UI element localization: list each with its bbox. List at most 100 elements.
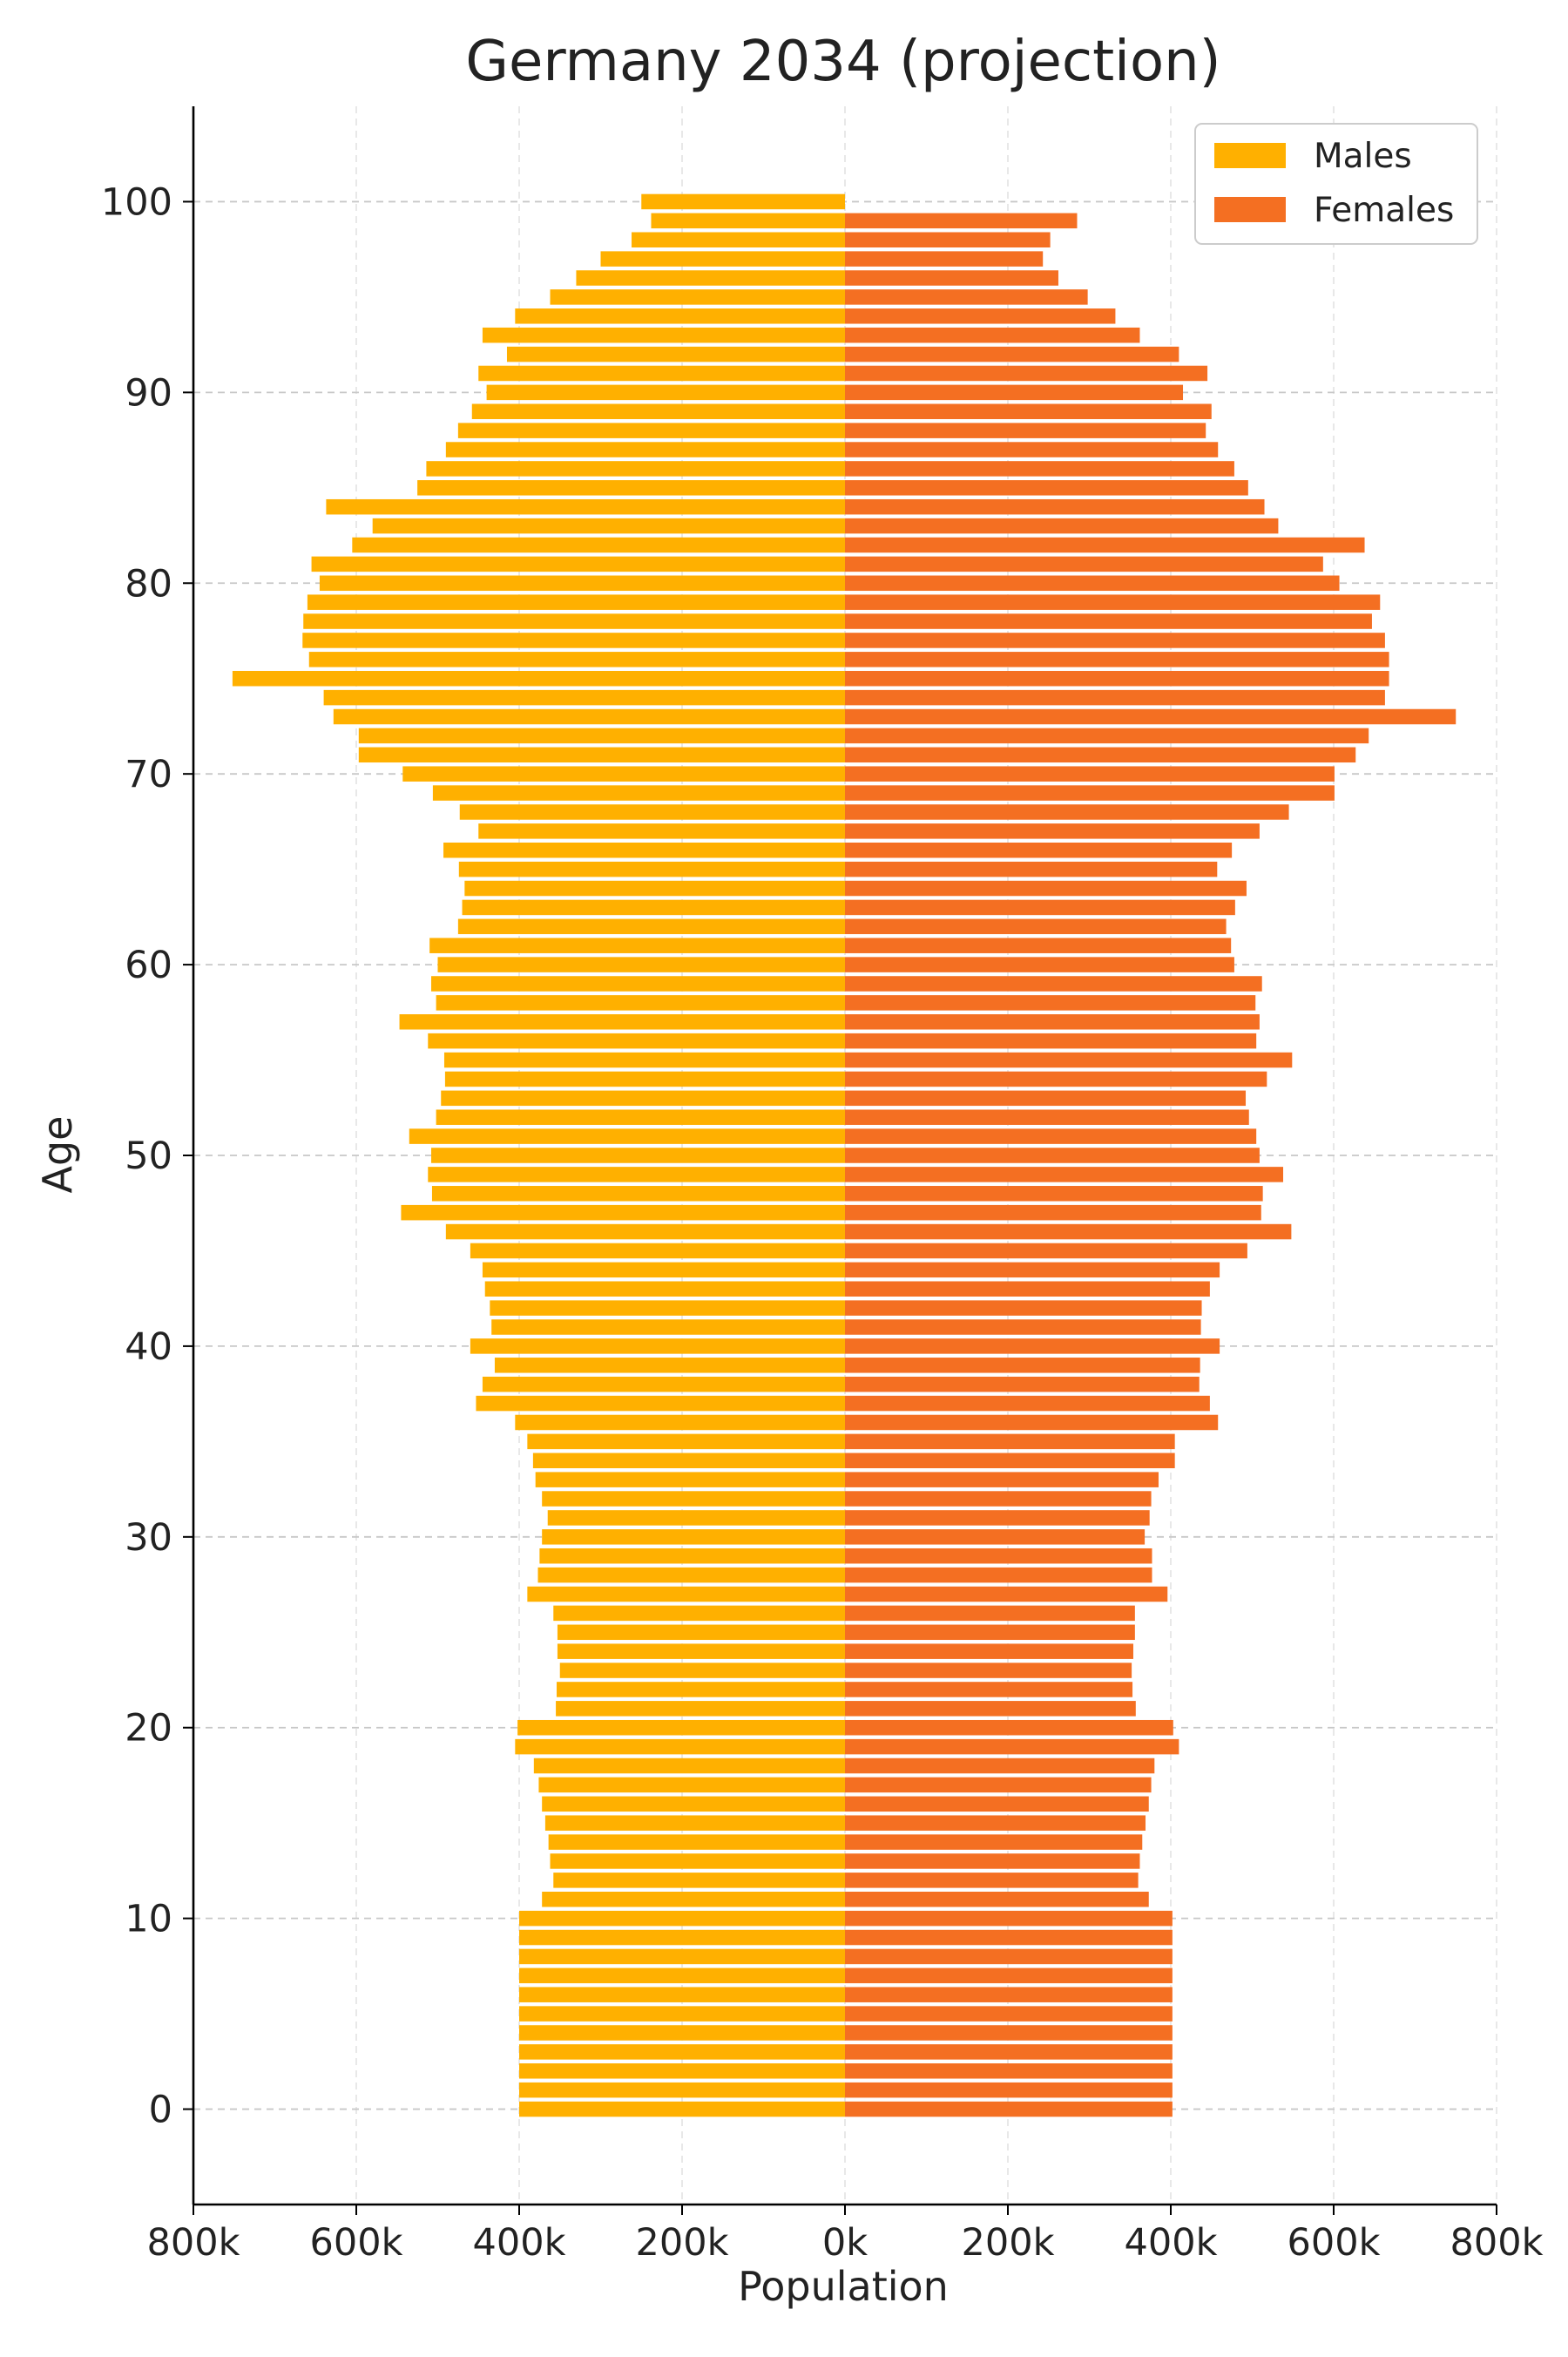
y-tick-label: 60: [125, 944, 172, 987]
bar-females-age-16: [845, 1796, 1149, 1812]
y-tick-label: 0: [149, 2089, 172, 2132]
bar-females-age-9: [845, 1929, 1173, 1946]
bar-males-age-86: [426, 461, 845, 477]
y-tick-label: 10: [125, 1898, 172, 1941]
bar-males-age-62: [457, 918, 845, 935]
bar-males-age-65: [458, 861, 845, 877]
bar-males-age-78: [303, 613, 846, 629]
bar-females-age-30: [845, 1529, 1146, 1545]
bar-males-age-36: [515, 1414, 845, 1431]
bar-males-age-88: [457, 423, 845, 438]
bar-males-age-47: [401, 1204, 845, 1221]
bar-males-age-94: [515, 308, 845, 324]
bar-males-age-35: [527, 1433, 845, 1450]
bar-males-age-92: [506, 346, 845, 362]
bar-males-age-82: [352, 537, 845, 553]
bar-females-age-75: [845, 670, 1389, 687]
bar-females-age-92: [845, 346, 1179, 362]
bar-males-age-50: [431, 1148, 845, 1163]
bar-males-age-23: [559, 1663, 845, 1678]
bar-males-age-85: [417, 480, 845, 496]
bar-males-age-53: [441, 1090, 845, 1107]
bar-females-age-2: [845, 2063, 1173, 2079]
bar-males-age-56: [428, 1033, 845, 1049]
bar-females-age-0: [845, 2101, 1173, 2117]
bar-females-age-59: [845, 976, 1262, 992]
bar-females-age-64: [845, 880, 1247, 897]
bar-females-age-89: [845, 403, 1212, 420]
bar-females-age-23: [845, 1663, 1132, 1678]
bar-females-age-51: [845, 1128, 1257, 1144]
bar-females-age-4: [845, 2025, 1173, 2041]
tick-labels: 800k 600k 400k 200k 0k 200k 400k 600k 800k 0 10 20 3…: [101, 180, 1544, 2265]
bar-males-age-83: [372, 518, 845, 534]
bar-males-age-71: [358, 747, 845, 763]
bar-females-age-68: [845, 804, 1289, 820]
bar-males-age-63: [462, 899, 845, 916]
bar-females-age-22: [845, 1682, 1133, 1697]
bar-males-age-14: [548, 1834, 845, 1850]
bar-females-age-39: [845, 1358, 1200, 1373]
legend-swatch-males: [1214, 143, 1286, 168]
bar-females-age-66: [845, 842, 1233, 858]
bar-males-age-79: [307, 594, 845, 610]
bar-males-age-77: [302, 633, 845, 648]
bar-males-age-66: [443, 842, 845, 858]
legend-label-males: Males: [1314, 137, 1412, 176]
y-tick-label: 100: [101, 180, 172, 224]
bar-males-age-67: [478, 823, 845, 839]
bar-males-age-99: [651, 213, 845, 229]
bar-females-age-98: [845, 232, 1051, 247]
bar-females-age-60: [845, 957, 1234, 972]
bar-females-age-54: [845, 1071, 1267, 1087]
bar-males-age-28: [537, 1567, 845, 1583]
bar-females-age-14: [845, 1834, 1143, 1850]
bar-females-age-83: [845, 518, 1279, 534]
bar-females-age-43: [845, 1281, 1210, 1297]
bar-females-age-6: [845, 1987, 1173, 2002]
legend: Males Females: [1194, 123, 1478, 245]
bar-females-age-31: [845, 1510, 1150, 1526]
bar-males-age-64: [464, 880, 845, 897]
bars: [232, 193, 1456, 2117]
bar-males-age-54: [444, 1071, 845, 1087]
bar-females-age-86: [845, 461, 1234, 477]
bar-females-age-65: [845, 861, 1218, 877]
bar-females-age-63: [845, 899, 1235, 916]
bar-males-age-0: [519, 2101, 845, 2117]
bar-females-age-33: [845, 1472, 1159, 1487]
bar-males-age-7: [519, 1968, 845, 1984]
bar-males-age-9: [519, 1929, 845, 1946]
bar-males-age-13: [550, 1853, 845, 1869]
bar-females-age-26: [845, 1605, 1135, 1622]
bar-males-age-6: [519, 1987, 845, 2002]
bar-females-age-72: [845, 728, 1369, 744]
bar-males-age-58: [436, 995, 845, 1011]
bar-females-age-74: [845, 689, 1385, 706]
bar-females-age-80: [845, 575, 1340, 592]
bar-females-age-25: [845, 1624, 1135, 1641]
bar-males-age-48: [431, 1186, 845, 1202]
bar-females-age-5: [845, 2006, 1173, 2022]
y-tick-label: 50: [125, 1134, 172, 1178]
bar-males-age-30: [542, 1529, 845, 1545]
bar-females-age-42: [845, 1300, 1202, 1316]
bar-males-age-34: [532, 1453, 845, 1469]
bar-females-age-38: [845, 1376, 1200, 1392]
bar-females-age-93: [845, 327, 1140, 343]
bar-females-age-67: [845, 823, 1260, 839]
x-tick-label: 400k: [473, 2221, 566, 2265]
bar-males-age-32: [542, 1491, 845, 1507]
bar-males-age-76: [308, 652, 845, 667]
bar-males-age-21: [556, 1701, 845, 1717]
x-tick-label: 200k: [962, 2221, 1055, 2265]
bar-males-age-69: [432, 785, 845, 801]
bar-females-age-77: [845, 633, 1385, 648]
y-tick-label: 80: [125, 562, 172, 606]
bar-males-age-41: [491, 1319, 845, 1335]
bar-males-age-43: [484, 1281, 845, 1297]
bar-males-age-10: [519, 1910, 845, 1927]
bar-males-age-87: [445, 442, 845, 457]
bar-females-age-8: [845, 1948, 1173, 1965]
